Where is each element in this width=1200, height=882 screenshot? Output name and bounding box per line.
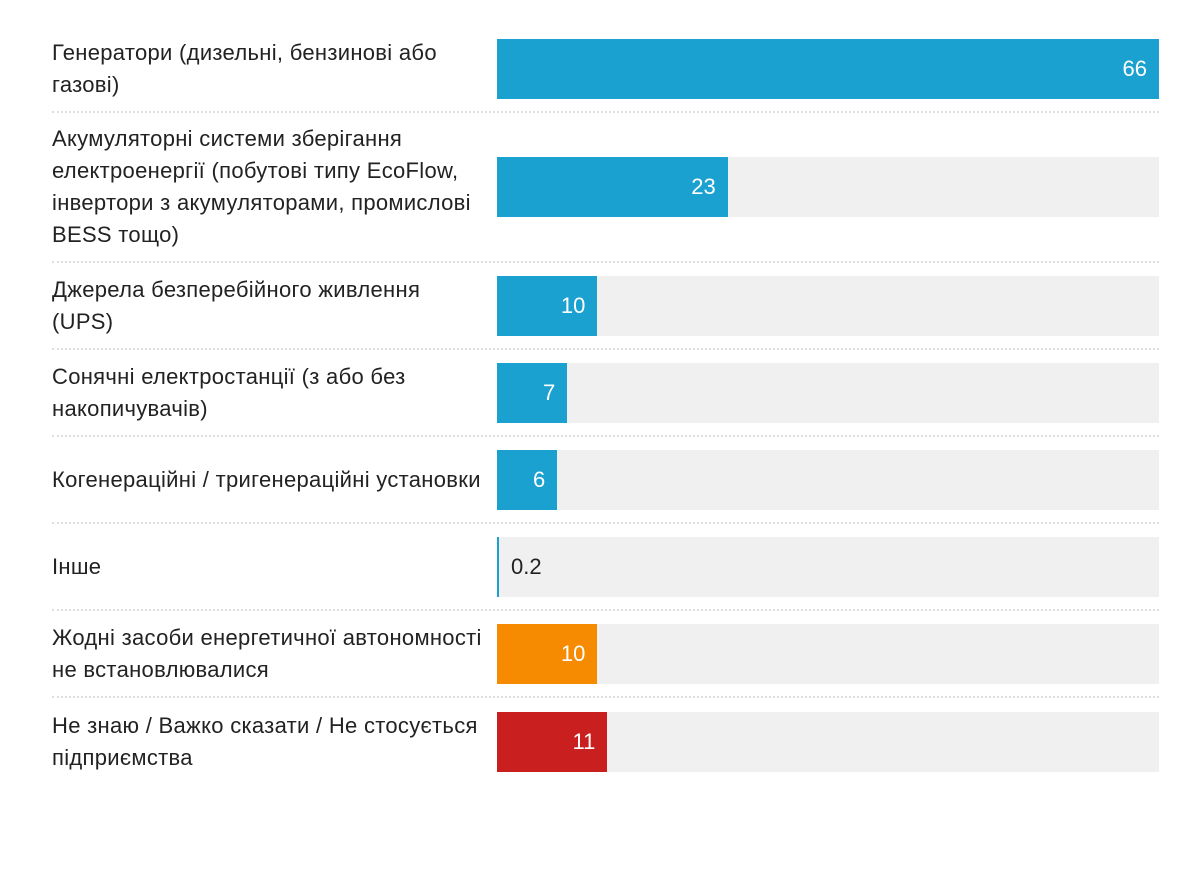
category-label: Жодні засоби енергетичної автономності н… xyxy=(52,624,482,682)
bar-row: Генератори (дизельні, бензинові або газо… xyxy=(52,26,1159,113)
value-label: 23 xyxy=(691,174,716,199)
category-label: Не знаю / Важко сказати / Не стосується … xyxy=(52,712,478,770)
value-label: 0.2 xyxy=(511,553,542,579)
category-label: Акумуляторні системи зберігання електрое… xyxy=(52,126,471,247)
bar xyxy=(497,38,1159,99)
bar-row: Інше 0.2 xyxy=(52,524,1159,611)
value-label: 7 xyxy=(542,379,556,405)
bar xyxy=(497,536,499,597)
bar-track: 66 xyxy=(497,38,1159,99)
bar-track: 10 xyxy=(497,275,1159,336)
bar-track: 11 xyxy=(497,711,1159,772)
category-label: Сонячні електростанції (з або без накопи… xyxy=(52,363,406,421)
category-label: Інше xyxy=(52,553,102,579)
bar xyxy=(497,711,608,772)
category-label: Джерела безперебійного живлення (UPS) xyxy=(52,276,421,334)
bar xyxy=(497,362,568,423)
category-label: Когенераційні / тригенераційні установки xyxy=(52,466,481,492)
category-label: Генератори (дизельні, бензинові або газо… xyxy=(52,39,437,97)
bar-row: Когенераційні / тригенераційні установки… xyxy=(52,437,1159,524)
bar-row: Акумуляторні системи зберігання електрое… xyxy=(52,113,1159,263)
bar-track: 6 xyxy=(497,449,1159,510)
bar-row: Сонячні електростанції (з або без накопи… xyxy=(52,350,1159,437)
value-label: 66 xyxy=(1122,55,1147,81)
bar xyxy=(497,157,728,217)
value-label: 10 xyxy=(560,640,586,666)
bar xyxy=(497,623,598,684)
bar-row: Не знаю / Важко сказати / Не стосується … xyxy=(52,698,1159,785)
bar-row: Джерела безперебійного живлення (UPS) 10 xyxy=(52,263,1159,350)
value-label: 11 xyxy=(572,728,596,754)
bar-track: 0.2 xyxy=(497,536,1159,597)
bar xyxy=(497,275,598,336)
value-label: 10 xyxy=(560,292,586,318)
bar-track: 7 xyxy=(497,362,1159,423)
bar-track: 23 xyxy=(497,157,1159,217)
bar-row: Жодні засоби енергетичної автономності н… xyxy=(52,611,1159,698)
bar xyxy=(497,449,558,510)
bar-track: 10 xyxy=(497,623,1159,684)
value-label: 6 xyxy=(532,466,546,492)
